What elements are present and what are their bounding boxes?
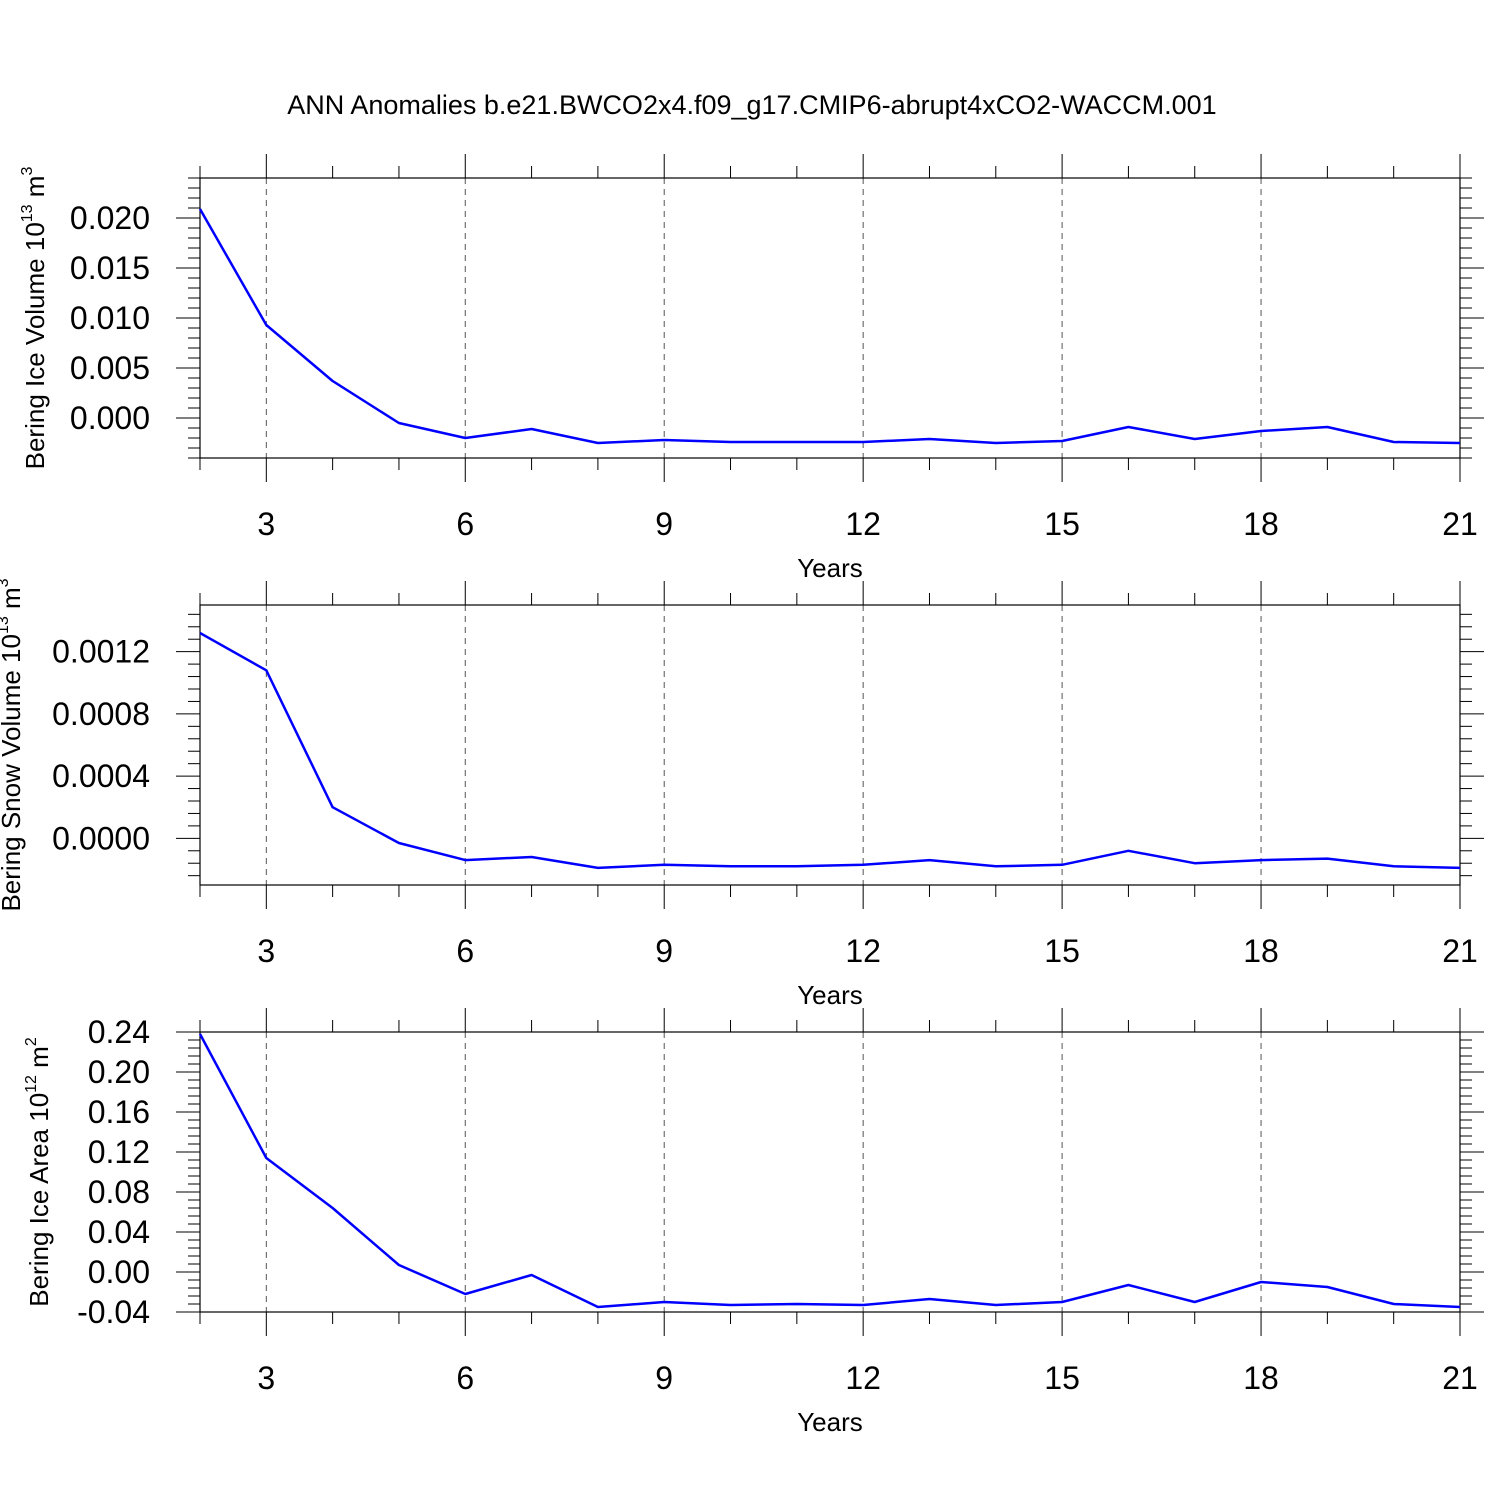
y-tick-label: 0.015 bbox=[70, 250, 150, 286]
series-line bbox=[198, 1033, 1461, 1309]
chart-title: ANN Anomalies b.e21.BWCO2x4.f09_g17.CMIP… bbox=[287, 90, 1216, 120]
series-line bbox=[198, 208, 1461, 445]
panel-1: 0.000 0.005 0.010 0.015 0.020 3 6 9 12 15 18 21 Year… bbox=[19, 154, 1484, 583]
y-tick-label: 0.24 bbox=[88, 1014, 150, 1050]
x-axis-label: Years bbox=[797, 553, 863, 583]
x-tick-label: 18 bbox=[1243, 1360, 1279, 1396]
x-tick-label: 15 bbox=[1044, 933, 1080, 969]
x-tick-label: 18 bbox=[1243, 506, 1279, 542]
y-tick-label: 0.020 bbox=[70, 200, 150, 236]
x-tick-label: 15 bbox=[1044, 1360, 1080, 1396]
panel-3: -0.04 0.00 0.04 0.08 0.12 0.16 0.20 0.24 3 6 9 12 15… bbox=[23, 1008, 1484, 1437]
y-axis-label: Bering Ice Volume 1013 m3 bbox=[19, 167, 50, 470]
y-tick-label: 0.0004 bbox=[52, 758, 150, 794]
y-tick-label: 0.010 bbox=[70, 300, 150, 336]
y-tick-label: 0.12 bbox=[88, 1134, 150, 1170]
y-tick-label: 0.005 bbox=[70, 350, 150, 386]
x-tick-label: 9 bbox=[655, 933, 673, 969]
x-tick-label: 21 bbox=[1442, 933, 1478, 969]
x-tick-label: 12 bbox=[845, 506, 881, 542]
x-tick-label: 9 bbox=[655, 506, 673, 542]
x-tick-label: 3 bbox=[257, 1360, 275, 1396]
y-tick-label: 0.04 bbox=[88, 1214, 150, 1250]
panel-2: 0.0000 0.0004 0.0008 0.0012 3 6 9 12 15 18 21 Years… bbox=[0, 578, 1484, 1010]
x-tick-label: 3 bbox=[257, 933, 275, 969]
panels: 0.000 0.005 0.010 0.015 0.020 3 6 9 12 15 18 21 Year… bbox=[0, 154, 1484, 1437]
y-tick-label: 0.0000 bbox=[52, 820, 150, 856]
x-tick-label: 21 bbox=[1442, 506, 1478, 542]
x-tick-label: 18 bbox=[1243, 933, 1279, 969]
y-tick-label: -0.04 bbox=[77, 1294, 150, 1330]
y-tick-label: 0.20 bbox=[88, 1054, 150, 1090]
x-tick-label: 12 bbox=[845, 1360, 881, 1396]
y-tick-label: 0.000 bbox=[70, 400, 150, 436]
x-tick-label: 6 bbox=[456, 1360, 474, 1396]
x-axis-label: Years bbox=[797, 1407, 863, 1437]
y-tick-label: 0.16 bbox=[88, 1094, 150, 1130]
x-axis-label: Years bbox=[797, 980, 863, 1010]
x-tick-label: 6 bbox=[456, 933, 474, 969]
x-tick-label: 6 bbox=[456, 506, 474, 542]
x-tick-label: 3 bbox=[257, 506, 275, 542]
plot-frame bbox=[199, 1031, 1461, 1313]
x-tick-label: 15 bbox=[1044, 506, 1080, 542]
x-tick-label: 9 bbox=[655, 1360, 673, 1396]
plot-frame bbox=[199, 604, 1461, 886]
y-axis-label: Bering Ice Area 1012 m2 bbox=[23, 1037, 54, 1307]
y-axis-label: Bering Snow Volume 1013 m3 bbox=[0, 578, 26, 911]
y-tick-label: 0.08 bbox=[88, 1174, 150, 1210]
x-tick-label: 12 bbox=[845, 933, 881, 969]
series-line bbox=[199, 631, 1461, 870]
x-tick-label: 21 bbox=[1442, 1360, 1478, 1396]
y-tick-label: 0.0008 bbox=[52, 696, 150, 732]
y-tick-label: 0.0012 bbox=[52, 634, 150, 670]
y-tick-label: 0.00 bbox=[88, 1254, 150, 1290]
